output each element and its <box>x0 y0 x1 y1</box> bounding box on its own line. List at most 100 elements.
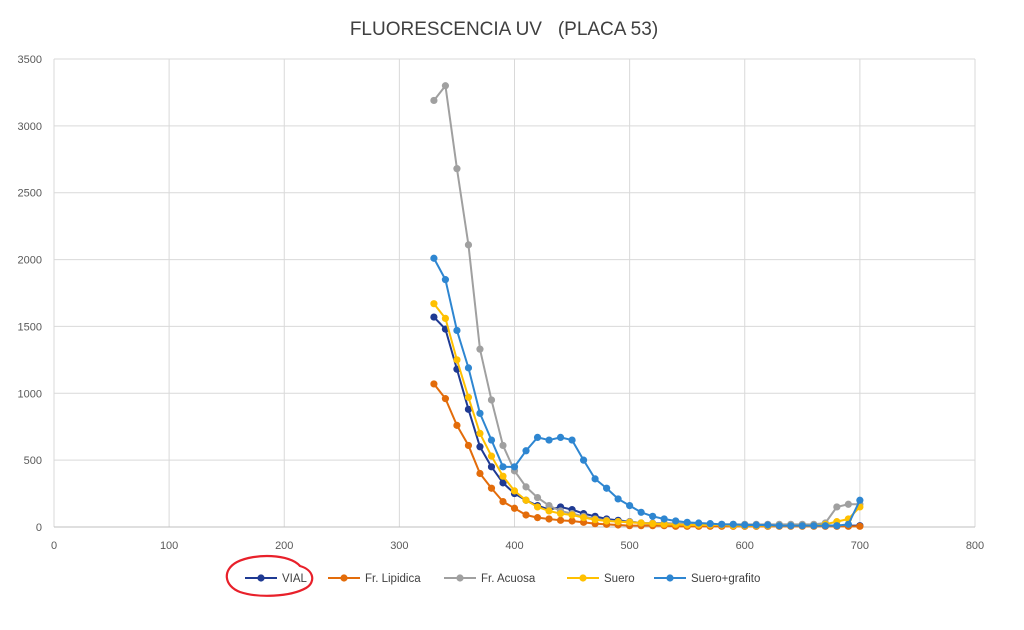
data-point <box>441 82 450 90</box>
data-point <box>464 393 473 401</box>
data-point <box>614 495 622 503</box>
data-point <box>626 518 634 526</box>
y-tick-label: 2500 <box>18 188 42 200</box>
legend-label: Fr. Acuosa <box>481 573 536 585</box>
legend-entry: Fr. Lipidica <box>328 573 421 585</box>
legend-marker <box>257 574 265 582</box>
data-point <box>844 500 852 508</box>
data-point <box>522 483 530 491</box>
data-point <box>683 518 691 526</box>
data-point <box>856 522 864 530</box>
data-point <box>603 484 611 492</box>
chart-title: FLUORESCENCIA UV (PLACA 53) <box>350 19 658 40</box>
data-point <box>476 345 484 353</box>
data-point <box>487 452 496 460</box>
data-point <box>752 521 760 529</box>
data-point <box>487 396 496 404</box>
data-point <box>510 487 519 495</box>
data-point <box>660 515 668 523</box>
y-tick-label: 3500 <box>18 54 42 66</box>
data-point <box>591 475 599 483</box>
data-point <box>568 511 576 519</box>
series-line <box>433 257 861 527</box>
data-point <box>441 314 450 323</box>
data-point <box>430 300 438 308</box>
legend-marker <box>340 574 348 582</box>
data-point <box>430 313 438 321</box>
legend-label: VIAL <box>282 573 308 585</box>
data-point <box>476 469 484 478</box>
data-point <box>626 502 634 510</box>
x-tick-label: 300 <box>390 540 408 552</box>
legend-label: Suero <box>604 573 635 585</box>
data-point <box>487 484 496 492</box>
series-line <box>433 303 861 527</box>
legend-marker <box>579 574 587 582</box>
data-point <box>706 520 714 528</box>
data-point <box>568 436 576 444</box>
data-point <box>579 456 588 464</box>
red-circle-annotation <box>225 554 314 597</box>
legend-entry: Fr. Acuosa <box>444 573 536 585</box>
data-point <box>510 504 519 512</box>
data-point <box>499 497 507 506</box>
data-point <box>545 515 553 523</box>
data-point <box>464 441 473 450</box>
data-point <box>453 356 461 364</box>
series-layer <box>430 82 864 530</box>
data-point <box>649 520 657 528</box>
y-tick-label: 3000 <box>18 121 42 133</box>
data-point <box>476 443 484 451</box>
data-point <box>522 447 530 455</box>
data-point <box>430 96 438 105</box>
data-point <box>476 409 484 417</box>
data-point <box>441 395 450 403</box>
data-point <box>545 436 553 444</box>
data-point <box>430 254 438 262</box>
data-point <box>453 326 461 335</box>
data-point <box>430 380 438 388</box>
y-tick-label: 1500 <box>18 321 42 333</box>
data-point <box>522 511 530 519</box>
data-point <box>741 521 749 529</box>
data-point <box>729 520 737 528</box>
data-point <box>510 463 519 471</box>
data-point <box>764 521 772 529</box>
legend-entry: VIAL <box>245 573 308 585</box>
data-point <box>533 433 542 442</box>
y-tick-label: 0 <box>36 522 42 534</box>
data-point <box>545 502 553 510</box>
data-point <box>833 503 841 511</box>
data-point <box>798 522 806 530</box>
data-point <box>603 517 611 525</box>
y-tick-label: 2000 <box>18 255 42 267</box>
data-point <box>499 463 507 471</box>
data-point <box>441 276 450 284</box>
data-point <box>464 364 473 372</box>
data-point <box>718 520 726 528</box>
data-point <box>695 519 703 527</box>
y-tick-label: 1000 <box>18 388 42 400</box>
data-point <box>844 520 852 528</box>
legend-label: Fr. Lipidica <box>365 573 421 585</box>
data-point <box>591 516 599 524</box>
data-point <box>614 518 622 526</box>
data-point <box>453 421 461 429</box>
legend-marker <box>666 574 674 582</box>
legend-label: Suero+grafito <box>691 573 760 585</box>
y-tick-label: 500 <box>24 455 42 467</box>
legend-entry: Suero <box>567 573 635 585</box>
legend: VIAL Fr. Lipidica Fr. Acuosa Suero Suero+gra… <box>245 573 760 585</box>
x-tick-label: 100 <box>160 540 178 552</box>
data-point <box>476 429 484 437</box>
data-point <box>833 522 841 530</box>
data-point <box>545 507 553 515</box>
x-tick-label: 200 <box>275 540 293 552</box>
data-point <box>533 493 542 502</box>
data-point <box>487 463 496 471</box>
data-point <box>775 522 783 530</box>
series-line <box>433 84 860 526</box>
legend-entry: Suero+grafito <box>654 573 760 585</box>
data-point <box>487 436 496 444</box>
